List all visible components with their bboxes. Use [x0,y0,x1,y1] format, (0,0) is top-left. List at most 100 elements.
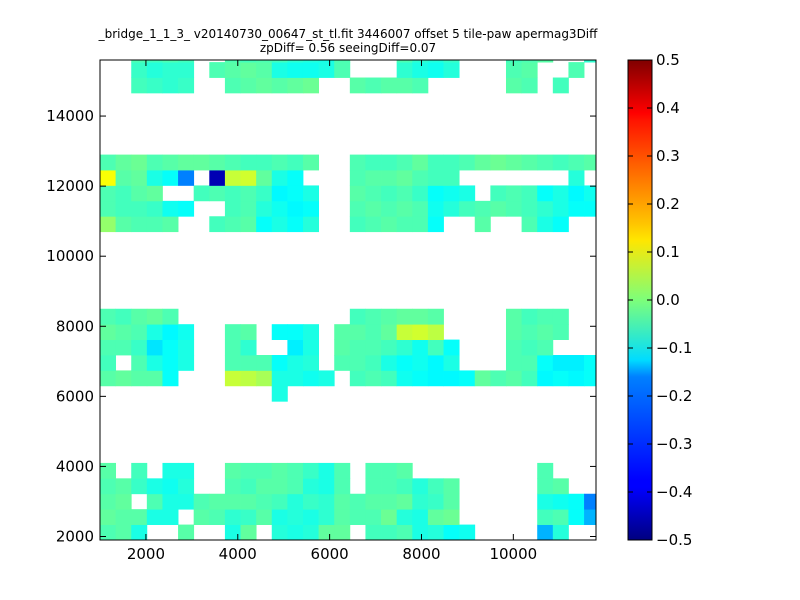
heatmap-cell [162,0,178,1]
heatmap-cell [146,185,163,202]
y-tick-label: 6000 [56,387,94,405]
heatmap-cell [459,370,476,387]
heatmap-cell [537,200,554,217]
heatmap-cell [224,478,241,495]
heatmap-cell [224,509,241,525]
heatmap-cell [131,185,148,202]
heatmap-cell [256,370,273,387]
heatmap-cell [302,339,319,356]
colorbar-tick-label: −0.1 [656,339,692,357]
heatmap-cell [302,324,319,340]
heatmap-cell [318,462,335,479]
heatmap-cell [396,339,413,356]
y-tick-label: 2000 [56,527,94,545]
heatmap-cell [178,355,195,371]
heatmap-cell [349,154,366,171]
heatmap-cell [381,370,398,387]
heatmap-cell [537,509,554,525]
heatmap-cell [115,216,132,233]
heatmap-cell [162,308,179,325]
heatmap-cell [365,308,382,325]
heatmap-cell [302,154,319,171]
heatmap-cell [131,324,148,340]
heatmap-cell [537,478,554,495]
heatmap-cell [209,185,226,202]
heatmap-cell [584,200,596,217]
heatmap-cell [178,324,195,340]
heatmap-cell [522,0,538,1]
heatmap-cell [146,355,163,371]
heatmap-cell [209,0,225,1]
heatmap-cell [334,509,351,525]
heatmap-cell [271,509,288,525]
heatmap-cell [100,509,117,525]
heatmap-cell [131,478,148,495]
heatmap-cell [412,185,429,202]
heatmap-cell [381,355,398,371]
heatmap-cell [240,77,257,94]
heatmap-cell [490,154,507,171]
heatmap-cell [427,216,444,233]
heatmap-cell [365,185,382,202]
heatmap-cell [505,324,522,340]
heatmap-cell [444,0,460,16]
heatmap-cell [303,0,319,1]
heatmap-cells [100,0,596,540]
colorbar-tick-label: 0.4 [656,99,680,117]
heatmap-cell [427,62,444,78]
heatmap-cell [568,509,585,525]
heatmap-cell [584,493,596,510]
plot-frame [99,59,597,541]
heatmap-cell [552,370,569,387]
heatmap-cell [178,60,195,63]
heatmap-cell [240,185,257,202]
heatmap-cell [521,185,538,202]
heatmap-cell [349,216,366,233]
heatmap-cell [568,355,585,371]
heatmap-cell [349,77,366,94]
heatmap-cell [146,60,163,63]
heatmap-cell [146,170,163,186]
heatmap-cell [521,355,538,371]
heatmap-cell [396,216,413,233]
heatmap-cell [365,170,382,186]
heatmap-cell [302,478,319,495]
heatmap-cell [115,170,132,186]
heatmap-cell [537,185,554,202]
heatmap-cell [272,0,288,1]
heatmap-cell [521,60,538,63]
heatmap-cell [131,0,147,1]
heatmap-cell [427,355,444,371]
heatmap-cell [568,200,585,217]
heatmap-cell [490,185,507,202]
heatmap-cell [443,478,460,495]
heatmap-cell [427,370,444,387]
heatmap-cell [537,216,554,233]
colorbar-ticks: 0.5 0.4 0.3 0.2 0.1 0.0 −0.1 −0.2 −0.3 −0.4 −0.5 [628,51,692,549]
heatmap-cell [365,154,382,171]
heatmap-cell [178,154,195,171]
heatmap-cell [381,185,398,202]
heatmap-cell [505,154,522,171]
heatmap-cell [240,170,257,186]
heatmap-cell [256,462,273,479]
heatmap-cell [224,355,241,371]
heatmap-cell [100,185,117,202]
heatmap-cell [131,370,148,387]
heatmap-cell [349,308,366,325]
heatmap-cell [302,60,319,63]
heatmap-cell [552,509,569,525]
heatmap-cell [443,370,460,387]
heatmap-cell [287,339,304,356]
heatmap-cell [365,524,382,540]
heatmap-cell [521,308,538,325]
heatmap-cell [271,170,288,186]
heatmap-cell [459,200,476,217]
heatmap-cell [505,339,522,356]
heatmap-cell [318,370,335,387]
heatmap-cell [146,339,163,356]
heatmap-cell [365,355,382,371]
heatmap-cell [302,524,319,540]
heatmap-cell [287,493,304,510]
